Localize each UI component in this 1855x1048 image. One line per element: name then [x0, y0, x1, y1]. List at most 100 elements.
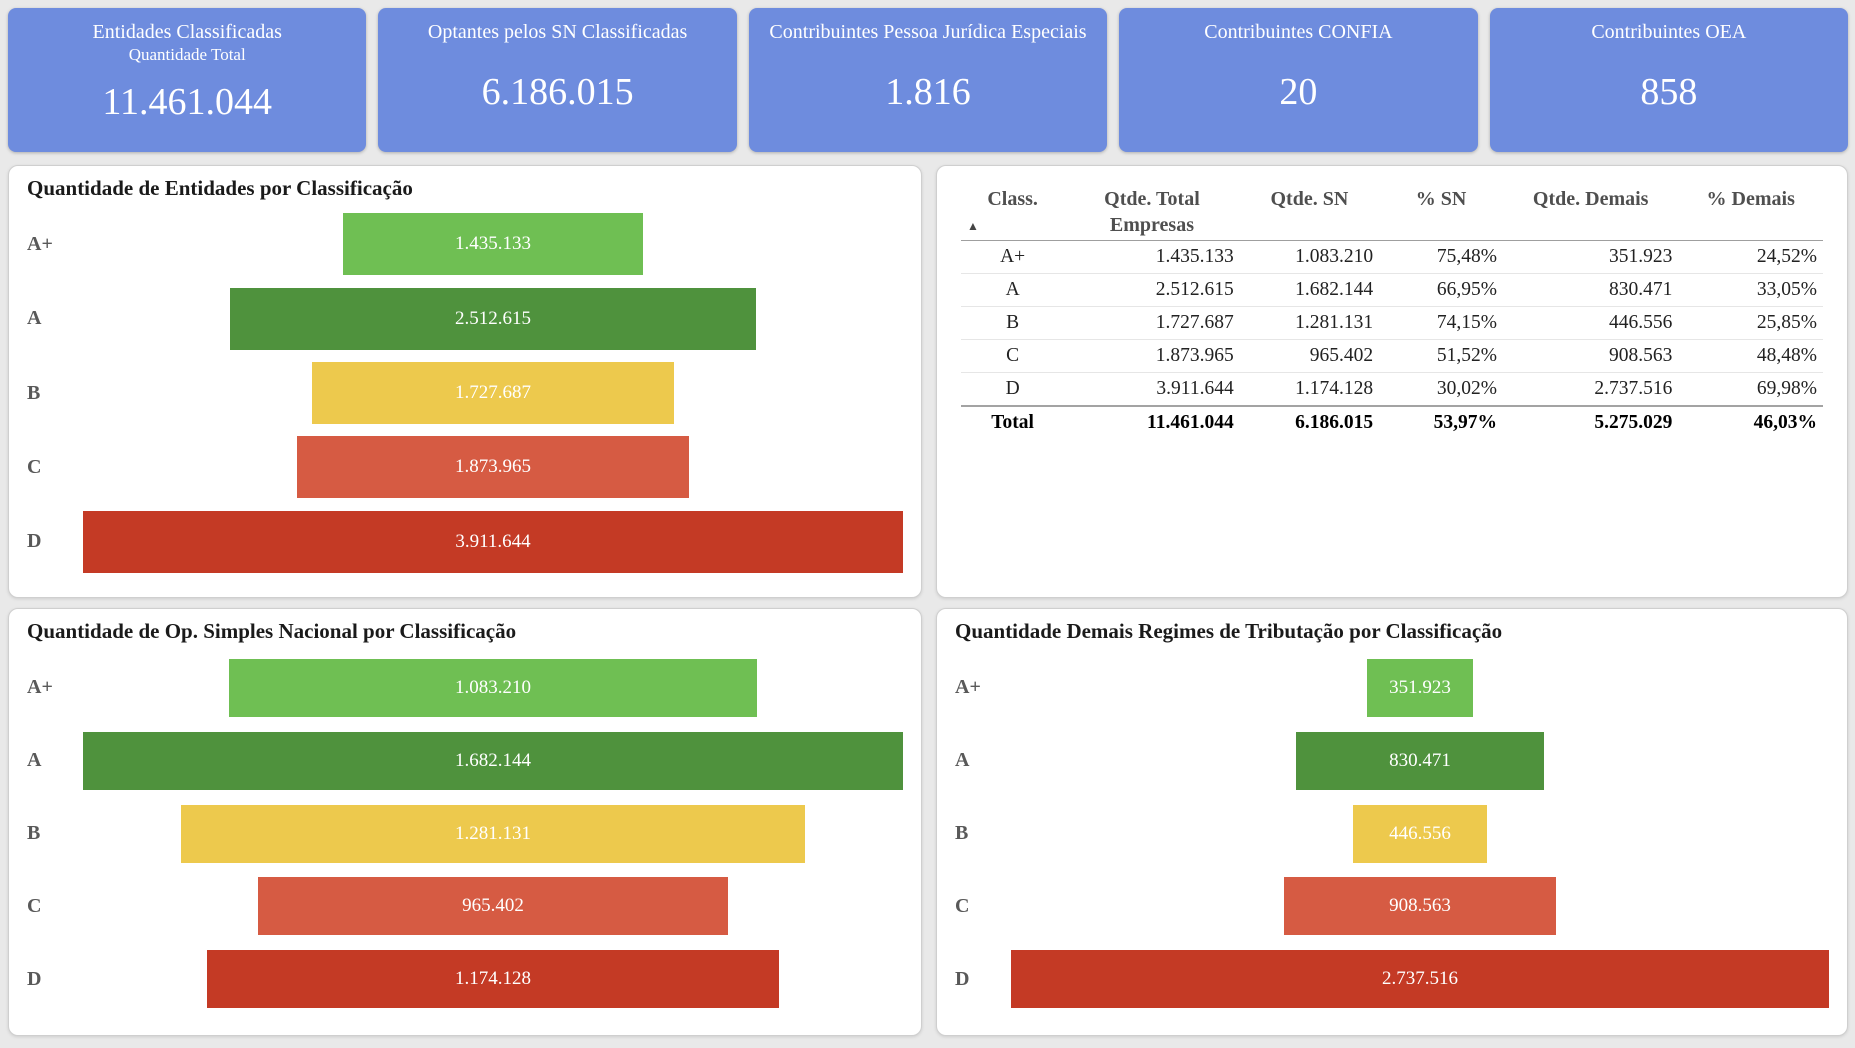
column-header-pct-demais[interactable]: % Demais	[1678, 182, 1823, 241]
bar-a-plus[interactable]: 1.435.133	[342, 213, 644, 276]
table-row-a: A 2.512.615 1.682.144 66,95% 830.471 33,…	[961, 273, 1823, 307]
cell-pct-demais: 33,05%	[1678, 273, 1823, 307]
cell-class: C	[961, 339, 1065, 373]
bar-a[interactable]: 1.682.144	[83, 731, 903, 790]
bar-a-plus[interactable]: 1.083.210	[229, 658, 757, 717]
bar-d[interactable]: 2.737.516	[1011, 950, 1829, 1009]
cell-pct-demais: 48,48%	[1678, 339, 1823, 373]
bar-value-label: 908.563	[1389, 895, 1451, 917]
bar-c[interactable]: 908.563	[1284, 877, 1556, 936]
funnel-chart-simples-nacional: A+ 1.083.210 A 1.682.144 B	[27, 644, 903, 1023]
category-label: C	[27, 455, 42, 478]
funnel-row: C 1.873.965	[27, 436, 903, 499]
cell-qtde-total: 1.873.965	[1064, 339, 1240, 373]
funnel-row: C 965.402	[27, 877, 903, 936]
column-header-class[interactable]: Class. ▲	[961, 182, 1065, 241]
bar-a[interactable]: 2.512.615	[229, 287, 757, 350]
bar-value-label: 1.281.131	[455, 822, 531, 844]
kpi-card-confia: Contribuintes CONFIA 20	[1119, 8, 1478, 152]
bar-track: 2.737.516	[1011, 950, 1829, 1009]
bar-track: 908.563	[1011, 877, 1829, 936]
kpi-title: Optantes pelos SN Classificadas	[427, 21, 688, 43]
bar-b[interactable]: 1.281.131	[180, 804, 806, 863]
table-header-row: Class. ▲ Qtde. Total Empresas Qtde. SN %…	[961, 182, 1823, 241]
cell-total-label: Total	[961, 405, 1065, 439]
cell-qtde-demais: 2.737.516	[1594, 378, 1673, 399]
bar-track: 1.174.128	[83, 950, 903, 1009]
bar-value-label: 2.512.615	[454, 307, 531, 329]
chart-panel-demais-regimes: Quantidade Demais Regimes de Tributação …	[936, 608, 1848, 1036]
cell-pct-sn: 51,52%	[1379, 339, 1503, 373]
bar-track: 3.911.644	[83, 510, 903, 573]
bar-track: 1.682.144	[83, 731, 903, 790]
bar-value-label: 351.923	[1389, 676, 1451, 698]
category-label: A	[955, 749, 970, 772]
kpi-title: Contribuintes CONFIA	[1204, 21, 1393, 43]
cell-qtde-sn: 1.281.131	[1239, 306, 1380, 340]
funnel-row: C 908.563	[955, 877, 1829, 936]
bar-value-label: 1.083.210	[454, 676, 531, 698]
kpi-title: Contribuintes OEA	[1591, 21, 1747, 43]
cell-pct-sn: 75,48%	[1379, 240, 1503, 274]
classification-table-panel: Class. ▲ Qtde. Total Empresas Qtde. SN %…	[936, 165, 1848, 598]
funnel-row: B 446.556	[955, 804, 1829, 863]
cell-pct-demais: 24,52%	[1678, 240, 1823, 274]
kpi-title: Contribuintes Pessoa Jurídica Especiais	[769, 21, 1087, 43]
bar-value-label: 446.556	[1389, 822, 1451, 844]
bar-value-label: 1.435.133	[455, 233, 531, 255]
bar-track: 446.556	[1011, 804, 1829, 863]
cell-class: A+	[961, 240, 1065, 274]
bar-d[interactable]: 3.911.644	[83, 510, 903, 573]
kpi-value: 11.461.044	[102, 80, 272, 123]
cell-qtde-total: 3.911.644	[1156, 378, 1234, 399]
kpi-value: 858	[1640, 70, 1698, 113]
column-header-qtde-sn[interactable]: Qtde. SN	[1239, 182, 1380, 241]
category-label: A	[27, 749, 42, 772]
bar-value-label: 3.911.644	[455, 530, 531, 552]
table-total-row: Total 11.461.044 6.186.015 53,97% 5.275.…	[961, 405, 1823, 439]
funnel-row: D 2.737.516	[955, 950, 1829, 1009]
sort-ascending-icon[interactable]: ▲	[967, 219, 979, 233]
bar-b[interactable]: 1.727.687	[311, 362, 675, 425]
cell-qtde-demais: 830.471	[1502, 273, 1679, 307]
chart-title: Quantidade de Entidades por Classificaçã…	[27, 176, 413, 200]
bar-track: 1.873.965	[83, 436, 903, 499]
table-row-d: D 3.911.644 1.174.128 30,02% 2.737.516 6…	[961, 373, 1823, 407]
column-header-qtde-total-empresas[interactable]: Qtde. Total Empresas	[1064, 182, 1240, 241]
bar-c[interactable]: 1.873.965	[296, 436, 690, 499]
bar-value-label: 830.471	[1389, 749, 1451, 771]
kpi-title: Entidades Classificadas	[92, 21, 282, 43]
cell-qtde-demais: 351.923	[1502, 240, 1679, 274]
kpi-subtitle: Quantidade Total	[128, 45, 246, 64]
kpi-value: 1.816	[885, 70, 971, 113]
funnel-row: A+ 1.083.210	[27, 658, 903, 717]
cell-class: D	[1005, 378, 1020, 399]
category-label: A+	[27, 676, 53, 699]
bar-value-label: 1.727.687	[455, 382, 531, 404]
bar-value-label: 1.873.965	[454, 456, 531, 478]
bar-a-plus[interactable]: 351.923	[1367, 658, 1473, 717]
cell-class: A	[961, 273, 1065, 307]
column-header-label: Class.	[987, 188, 1038, 210]
bar-track: 1.083.210	[83, 658, 903, 717]
cell-total-pct-sn: 53,97%	[1379, 405, 1503, 439]
dashboard-grid: Quantidade de Entidades por Classificaçã…	[8, 165, 1848, 1036]
column-header-pct-sn[interactable]: % SN	[1379, 182, 1503, 241]
chart-title: Quantidade de Op. Simples Nacional por C…	[27, 619, 517, 643]
cell-total-qtde-sn: 6.186.015	[1239, 405, 1380, 439]
column-header-qtde-demais[interactable]: Qtde. Demais	[1502, 182, 1679, 241]
funnel-row: B 1.281.131	[27, 804, 903, 863]
cell-qtde-sn: 1.174.128	[1295, 378, 1374, 399]
cell-qtde-total: 1.727.687	[1064, 306, 1240, 340]
bar-a[interactable]: 830.471	[1295, 731, 1545, 790]
cell-pct-sn: 74,15%	[1379, 306, 1503, 340]
category-label: A+	[27, 232, 53, 255]
funnel-row: A 830.471	[955, 731, 1829, 790]
kpi-card-pj-especiais: Contribuintes Pessoa Jurídica Especiais …	[748, 8, 1108, 152]
bar-b[interactable]: 446.556	[1353, 804, 1487, 863]
bar-track: 830.471	[1011, 731, 1829, 790]
bar-d[interactable]: 1.174.128	[206, 950, 780, 1009]
chart-title: Quantidade Demais Regimes de Tributação …	[955, 619, 1503, 643]
cell-total-qtde-total: 11.461.044	[1064, 405, 1240, 439]
bar-c[interactable]: 965.402	[257, 877, 729, 936]
